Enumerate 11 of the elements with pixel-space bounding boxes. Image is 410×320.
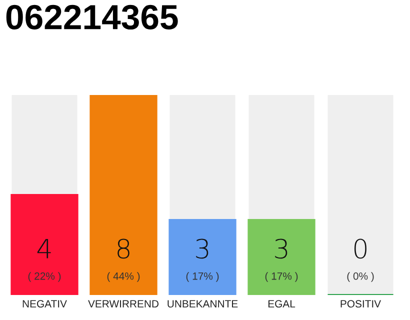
x-tick-label: NEGATIV	[22, 300, 67, 308]
data-label: 8 ( 44% )	[107, 238, 140, 282]
data-label: 3 ( 17% )	[265, 238, 298, 282]
x-tick-label: UNBEKANNTE	[168, 300, 238, 308]
x-tick-label: VERWIRREND	[88, 300, 158, 308]
x-tick-label: POSITIV	[340, 300, 382, 308]
chart-title: 062214365	[6, 4, 178, 30]
data-label: 3 ( 17% )	[186, 238, 219, 282]
data-label: 0 ( 0% )	[347, 238, 374, 282]
data-label: 4 ( 22% )	[28, 239, 61, 282]
x-tick-label: EGAL	[268, 300, 296, 308]
